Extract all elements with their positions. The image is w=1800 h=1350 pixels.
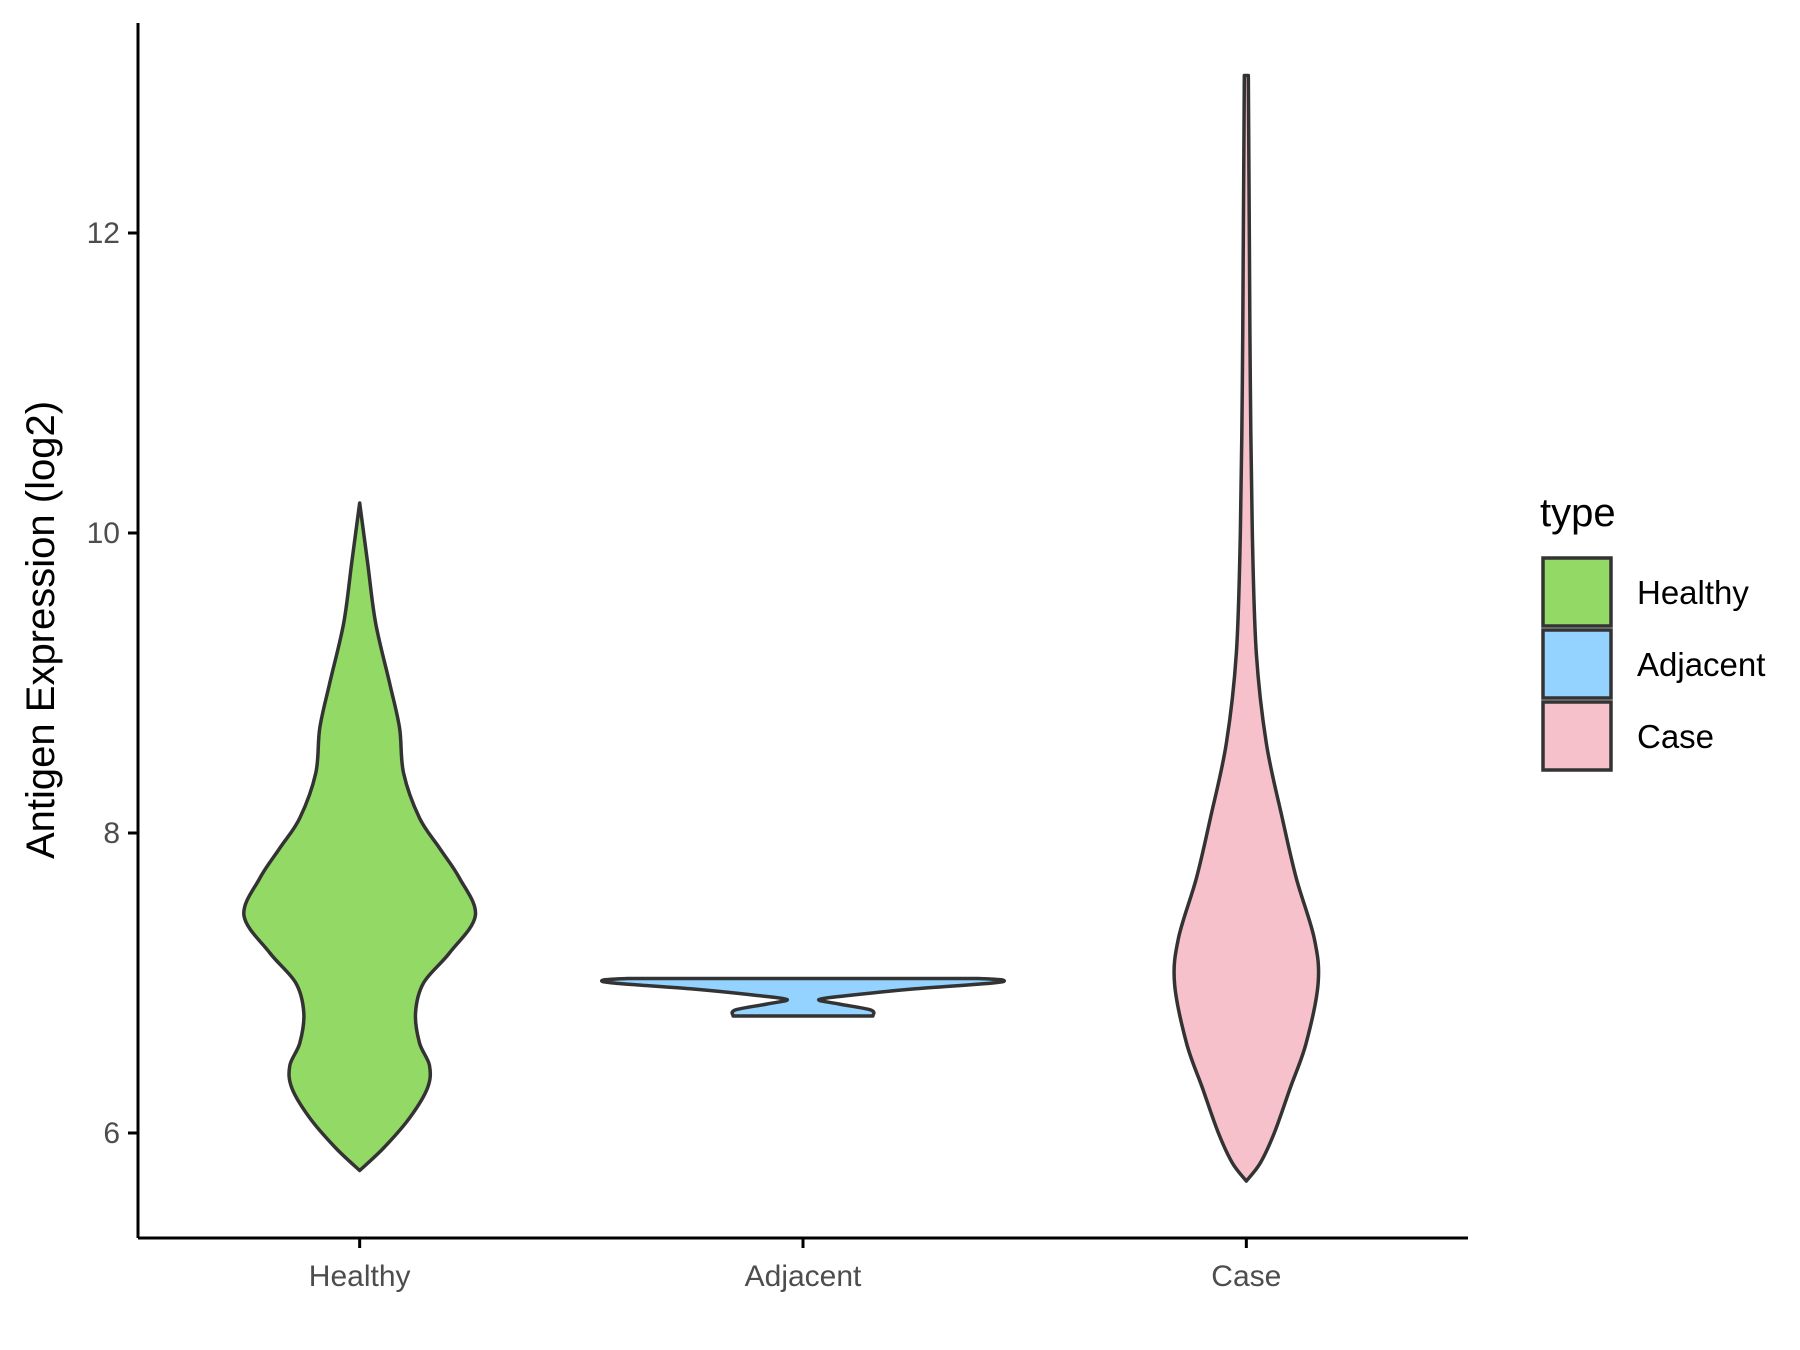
x-tick-label: Healthy bbox=[309, 1260, 411, 1293]
legend-swatch-adjacent bbox=[1541, 628, 1613, 700]
y-ticks: 6 8 10 12 bbox=[87, 217, 138, 1150]
legend: type Healthy Adjacent Case bbox=[1540, 491, 1765, 772]
y-tick-label: 8 bbox=[103, 817, 120, 850]
y-axis-title: Antigen Expression (log2) bbox=[19, 401, 63, 859]
legend-label: Healthy bbox=[1637, 574, 1749, 611]
legend-entries: Healthy Adjacent Case bbox=[1541, 556, 1765, 772]
legend-label: Adjacent bbox=[1637, 646, 1765, 683]
x-tick-label: Adjacent bbox=[745, 1260, 862, 1293]
y-tick-label: 10 bbox=[87, 517, 120, 550]
violin-healthy bbox=[242, 501, 478, 1173]
violin-case bbox=[1172, 73, 1321, 1183]
legend-swatch-case bbox=[1541, 700, 1613, 772]
legend-swatch-healthy bbox=[1541, 556, 1613, 628]
x-tick-label: Case bbox=[1211, 1260, 1281, 1293]
y-tick-label: 12 bbox=[87, 217, 120, 250]
violin-adjacent bbox=[599, 976, 1007, 1018]
x-ticks: Healthy Adjacent Case bbox=[309, 1238, 1281, 1293]
violin-layer bbox=[242, 73, 1321, 1183]
legend-label: Case bbox=[1637, 718, 1714, 755]
legend-title: type bbox=[1540, 491, 1616, 535]
y-tick-label: 6 bbox=[103, 1117, 120, 1150]
